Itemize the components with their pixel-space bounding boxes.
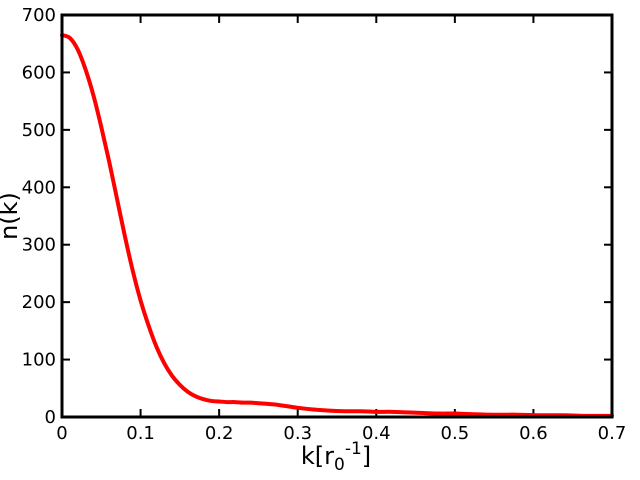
y-tick-label: 700 [22, 5, 56, 26]
x-axis-title-subscript: 0 [334, 455, 345, 475]
x-tick-label: 0.1 [126, 423, 155, 444]
series-layer [60, 33, 614, 418]
y-tick-label: 200 [22, 292, 56, 313]
series-line-0 [60, 33, 614, 418]
x-axis-title-close: ] [362, 442, 371, 470]
x-tick-label: 0.6 [519, 423, 548, 444]
y-tick-label: 500 [22, 120, 56, 141]
x-axis-title: k[r0-1] [301, 439, 371, 475]
y-tick-label: 100 [22, 350, 56, 371]
x-tick-label: 0.5 [441, 423, 470, 444]
y-tick-labels: 0 100 200 300 400 500 600 700 [22, 5, 56, 428]
y-tick-label: 600 [22, 62, 56, 83]
x-tick-label: 0.3 [283, 423, 312, 444]
y-axis-title: n(k) [0, 192, 23, 240]
x-tick-label: 0.4 [362, 423, 391, 444]
y-tick-label: 400 [22, 177, 56, 198]
x-axis-title-superscript: -1 [345, 439, 362, 459]
x-tick-labels: 0 0.1 0.2 0.3 0.4 0.5 0.6 0.7 [56, 423, 626, 444]
y-tick-label: 0 [45, 407, 56, 428]
plot-frame [60, 13, 614, 419]
x-tick-label: 0.7 [598, 423, 627, 444]
x-axis-title-base: k[r [301, 442, 334, 470]
x-tick-label: 0 [56, 423, 67, 444]
x-tick-label: 0.2 [205, 423, 234, 444]
y-tick-label: 300 [22, 235, 56, 256]
tick-marks [61, 14, 613, 418]
